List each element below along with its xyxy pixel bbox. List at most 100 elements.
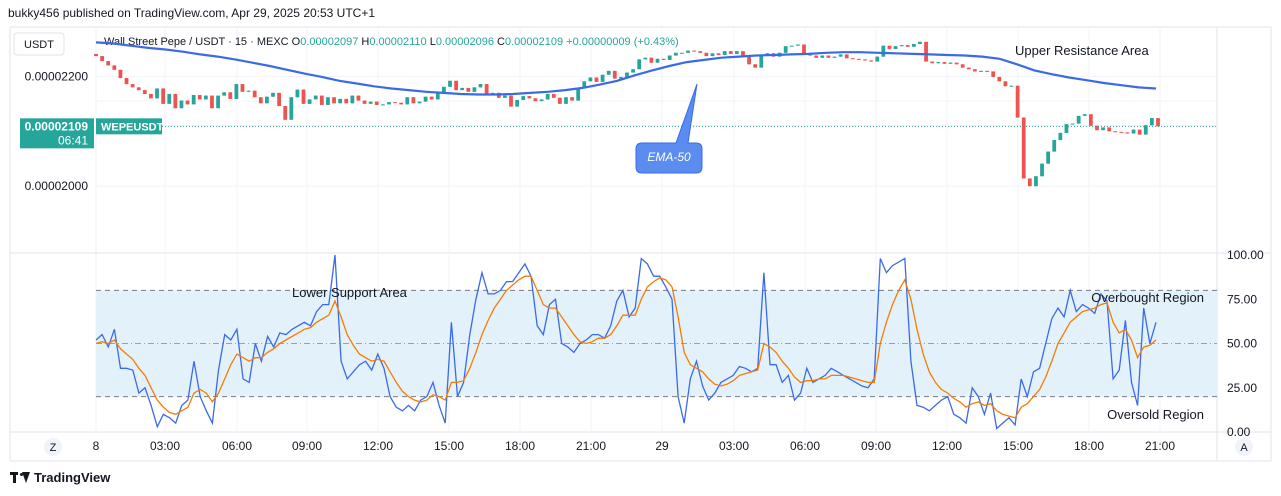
x-tick-label: 12:00 (932, 439, 962, 453)
rsi-k-line (95, 254, 1157, 430)
candle-body (545, 93, 550, 100)
candle-body (686, 50, 690, 53)
candle-body (100, 56, 104, 62)
candle-body (973, 69, 977, 72)
candle-body (503, 95, 507, 98)
candle-body (411, 97, 416, 104)
candle-body (710, 53, 715, 57)
candle-body (557, 97, 562, 104)
ema-callout-label: EMA-50 (647, 150, 691, 164)
candle-body (539, 99, 544, 102)
candle-body (509, 95, 513, 107)
candle-body (1156, 118, 1160, 127)
candle-body (631, 69, 635, 73)
candle-body (252, 90, 257, 98)
candle-body (619, 76, 623, 79)
zoom-button[interactable] (44, 438, 62, 456)
candle-body (960, 64, 965, 68)
candle-body (533, 98, 538, 102)
publish-caption: bukky456 published on TradingView.com, A… (8, 6, 376, 20)
candle-body (606, 70, 611, 75)
candle-body (289, 97, 294, 120)
candle-body (94, 53, 98, 57)
candle-body (728, 51, 733, 54)
candle-body (1082, 114, 1087, 116)
candle-body (295, 89, 300, 98)
candle-body (570, 97, 574, 101)
price-tick-label: 0.00002000 (25, 179, 89, 193)
tradingview-brand: TradingView (34, 470, 111, 485)
candle-body (210, 95, 214, 109)
candle-body (1125, 132, 1130, 134)
candle-body (185, 100, 190, 105)
candle-body (271, 92, 275, 97)
chart-frame (9, 26, 1272, 462)
candle-body (948, 62, 953, 64)
candle-body (783, 46, 788, 53)
x-tick-label: 15:00 (434, 439, 464, 453)
candle-body (1021, 117, 1026, 179)
candle-body (1095, 125, 1099, 131)
x-tick-label: 06:00 (222, 439, 252, 453)
candle-body (551, 93, 556, 98)
candle-body (1003, 81, 1008, 87)
legend-part: Wall Street Pepe / USDT · 15 · MEXC (104, 36, 292, 48)
candle-body (954, 62, 959, 65)
candle-body (649, 57, 654, 63)
x-tick-label: 21:00 (576, 439, 606, 453)
candle-body (124, 78, 129, 85)
auto-scale-button-label: A (1240, 442, 1248, 454)
candle-body (344, 98, 349, 104)
candle-body (863, 59, 867, 61)
candle-body (966, 67, 971, 70)
ticker-badge-label: WEPEUSDT (101, 121, 164, 133)
candle-body (661, 58, 666, 60)
auto-scale-button[interactable] (1235, 438, 1253, 456)
candle-body (197, 95, 202, 100)
price-badge-countdown: 06:41 (58, 133, 88, 147)
candle-body (722, 51, 727, 55)
candle-body (234, 84, 239, 99)
candle-body (802, 44, 806, 54)
currency-tag[interactable] (13, 32, 65, 56)
candle-body (484, 84, 489, 95)
candle-body (564, 97, 568, 104)
candle-body (332, 97, 336, 104)
candle-body (838, 54, 843, 57)
candle-body (1070, 123, 1075, 125)
candle-body (918, 41, 922, 45)
x-tick-label: 09:00 (861, 439, 891, 453)
candle-body (423, 96, 428, 102)
candle-body (582, 81, 587, 89)
x-tick-label: 18:00 (505, 439, 535, 453)
candle-body (142, 90, 147, 94)
legend-part: L (430, 36, 436, 48)
candle-body (1137, 129, 1142, 135)
candle-body (911, 44, 916, 47)
candle-body (850, 58, 855, 60)
candle-body (832, 56, 837, 58)
legend-part: 0.00002097 (300, 36, 361, 48)
candle-body (265, 96, 269, 104)
candle-body (930, 61, 935, 64)
candle-body (1119, 131, 1124, 133)
oversold-label: Oversold Region (1107, 407, 1204, 422)
candle-body (1150, 118, 1154, 126)
candle-body (857, 58, 861, 60)
tradingview-logo-icon (10, 471, 30, 484)
candle-body (203, 95, 208, 100)
x-tick-label: 8 (93, 439, 100, 453)
candle-body (734, 51, 739, 54)
candle-body (1034, 176, 1038, 187)
rsi-d-line (95, 275, 1157, 419)
legend-part: O (292, 36, 301, 48)
candle-body (216, 95, 220, 109)
candle-body (118, 69, 123, 79)
candle-body (704, 52, 709, 57)
candle-body (1015, 85, 1020, 118)
candle-body (588, 77, 593, 82)
candle-body (258, 97, 263, 104)
candle-body (246, 90, 251, 92)
candle-body (905, 45, 910, 47)
